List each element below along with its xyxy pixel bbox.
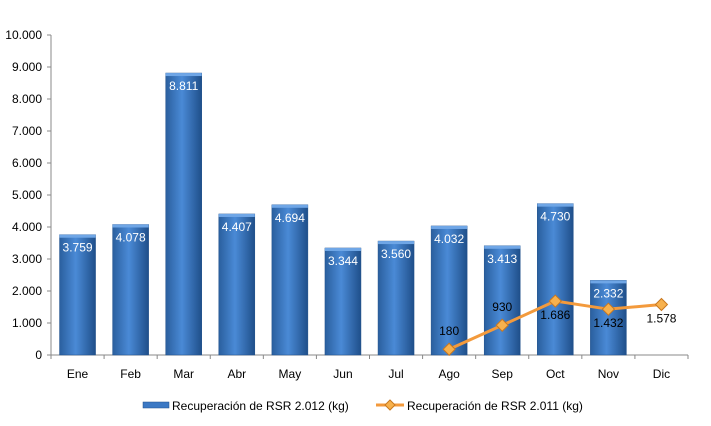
legend-label-line: Recuperación de RSR 2.011 (kg) xyxy=(407,399,583,413)
bar-data-label: 4.032 xyxy=(434,232,464,246)
x-tick-label: Jul xyxy=(388,367,403,381)
x-tick-label: Jun xyxy=(333,367,352,381)
bar xyxy=(112,224,149,356)
bar-data-label: 4.694 xyxy=(275,211,305,225)
legend-label-bar: Recuperación de RSR 2.012 (kg) xyxy=(172,399,349,413)
bar-data-label: 3.344 xyxy=(328,254,358,268)
bar xyxy=(483,245,521,356)
bar-series: 3.759 4.078 8.811 4.407 4.694 3.344 3.560 4.032… xyxy=(59,72,627,356)
x-tick-label: Dic xyxy=(653,367,670,381)
x-tick-label: Mar xyxy=(173,367,194,381)
bar xyxy=(537,203,574,356)
x-tick-label: Ene xyxy=(67,367,89,381)
line-data-label: 180 xyxy=(439,324,459,338)
bar-data-label: 3.560 xyxy=(381,247,411,261)
y-tick-label: 3.000 xyxy=(12,252,42,266)
bar xyxy=(218,213,256,356)
bar-data-label: 4.730 xyxy=(540,210,570,224)
bar xyxy=(590,280,627,356)
line-data-label: 1.686 xyxy=(540,308,570,322)
line-marker xyxy=(548,294,562,308)
y-tick-label: 2.000 xyxy=(12,284,42,298)
y-tick-label: 1.000 xyxy=(12,316,42,330)
bar-top-highlight xyxy=(59,234,96,238)
y-tick-label: 0 xyxy=(35,348,42,362)
y-tick-label: 6.000 xyxy=(12,156,42,170)
bar xyxy=(377,240,415,356)
line-marker xyxy=(654,297,669,312)
bar xyxy=(430,225,468,356)
bar-data-label: 4.407 xyxy=(222,220,252,234)
line-marker xyxy=(601,302,616,316)
bar-top-highlight xyxy=(590,280,627,284)
y-tick-label: 7.000 xyxy=(12,124,42,138)
bar-top-highlight xyxy=(165,73,202,77)
y-tick-label: 5.000 xyxy=(12,188,42,202)
legend: Recuperación de RSR 2.012 (kg) Recuperaci… xyxy=(142,399,583,413)
y-tick-label: 8.000 xyxy=(12,92,42,106)
bar-top-highlight xyxy=(537,203,574,207)
bar-top-highlight xyxy=(431,225,468,229)
bar-top-highlight xyxy=(271,204,308,208)
legend-marker xyxy=(384,399,396,411)
bar-data-label: 3.413 xyxy=(487,252,517,266)
x-tick-label: May xyxy=(279,367,302,381)
x-tick-label: Oct xyxy=(546,367,565,381)
bar-data-label: 8.811 xyxy=(169,79,198,93)
y-tick-label: 9.000 xyxy=(12,60,42,74)
bar xyxy=(59,234,96,356)
axes: 0 1.000 2.000 3.000 4.000 5.000 6.000 7.000 8.00… xyxy=(5,28,689,381)
bar-top-highlight xyxy=(378,241,415,245)
x-tick-label: Abr xyxy=(227,367,246,381)
line-marker xyxy=(495,318,509,332)
bar-data-label: 4.078 xyxy=(116,231,146,245)
x-tick-label: Nov xyxy=(598,367,619,381)
bar xyxy=(165,72,202,356)
legend-swatch-bar xyxy=(142,401,170,409)
line-data-label: 1.578 xyxy=(646,312,676,326)
y-tick-label: 10.000 xyxy=(5,28,42,42)
line-series: 180 930 1.686 1.432 1.578 xyxy=(439,294,677,356)
y-tick-label: 4.000 xyxy=(12,220,42,234)
line-data-label: 930 xyxy=(492,300,512,314)
bar xyxy=(324,247,362,356)
x-tick-label: Sep xyxy=(492,367,514,381)
bar-top-highlight xyxy=(484,245,521,249)
line-marker xyxy=(442,342,456,356)
bar-top-highlight xyxy=(112,224,149,228)
bar-top-highlight xyxy=(218,213,255,217)
x-tick-label: Feb xyxy=(120,367,141,381)
bar-data-label: 2.332 xyxy=(593,286,623,300)
bar-top-highlight xyxy=(324,247,361,251)
line-data-label: 1.432 xyxy=(593,316,623,330)
x-tick-label: Ago xyxy=(438,367,460,381)
bar-data-label: 3.759 xyxy=(63,241,93,255)
bar xyxy=(271,204,309,356)
